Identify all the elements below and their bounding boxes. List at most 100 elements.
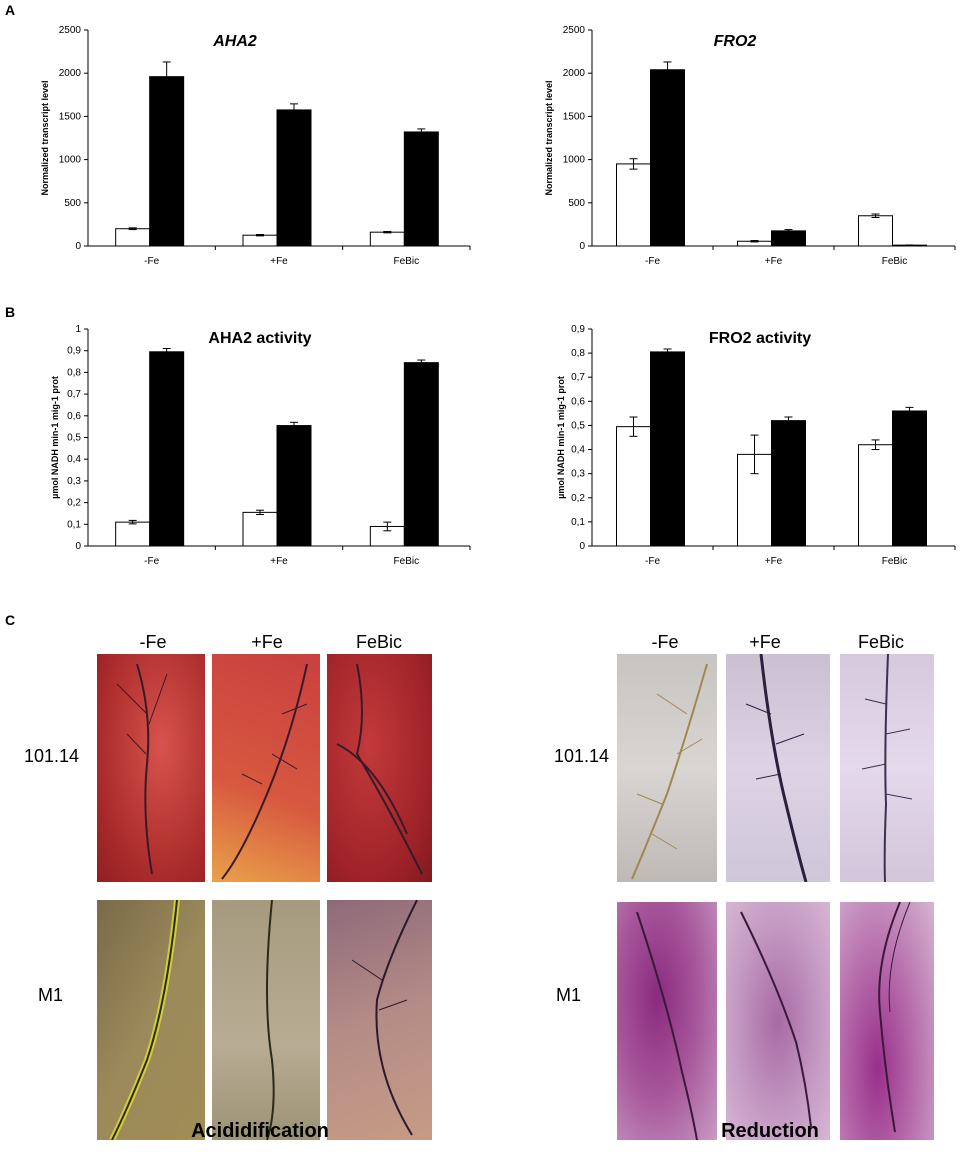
chart-title: FRO2 activity [709,330,811,347]
bar [771,230,806,247]
x-tick-label: FeBic [882,256,908,267]
y-tick-label: 0 [579,541,585,552]
y-tick-label: 500 [64,198,81,209]
photo-acid-m1-fe-minus [97,900,205,1140]
x-tick-label: FeBic [882,556,908,567]
y-tick-label: 0,8 [571,348,585,359]
red-col-label-2: FeBic [857,632,904,652]
x-tick-label: +Fe [270,556,288,567]
bar [616,426,651,547]
photo-red-m1-fe-plus [726,902,830,1140]
y-axis-label: µmol NADH min-1 mig-1 prot [50,376,60,499]
bar [616,163,651,247]
y-tick-label: 0,1 [67,519,81,530]
red-col-label-1: +Fe [749,632,781,652]
photo-acid-m1-febic [327,900,432,1140]
bar [115,228,151,247]
y-tick-label: 0,5 [67,433,81,444]
x-tick-label: -Fe [144,256,159,267]
bar [650,69,685,247]
photo-acid-101-fe-plus [212,654,320,882]
bar [858,215,893,247]
y-tick-label: 0,9 [67,346,81,357]
y-tick-label: 0,6 [67,411,81,422]
chart-title: FRO2 [714,33,757,50]
photo-acid-101-fe-minus [97,654,205,882]
y-axis-label: Normalized transcript level [544,80,554,195]
bar [403,362,439,547]
panel-letter-c: C [5,612,16,628]
photo-red-101-fe-minus [617,654,717,882]
x-tick-label: +Fe [270,256,288,267]
y-tick-label: 0,4 [67,454,81,465]
bar [115,521,151,547]
chart-2: 0 0,1 0,2 0,3 0,4 0,5 0,6 0,7 0,8 0,9 1 -Fe +Fe FeBic… [50,324,471,567]
y-tick-label: 0,8 [67,367,81,378]
x-tick-label: FeBic [394,256,420,267]
chart-1: 0 500 1000 1500 2000 2500 -Fe +Fe FeBic FRO2 Norma… [544,25,956,267]
photo-red-101-febic [840,654,934,882]
photo-acid-101-febic [327,654,432,882]
y-tick-label: 0,2 [67,498,81,509]
chart-3: 0 0,1 0,2 0,3 0,4 0,5 0,6 0,7 0,8 0,9 -Fe +Fe FeBic F… [556,324,956,567]
y-tick-label: 500 [568,198,585,209]
bar [650,351,685,547]
bar [242,511,278,547]
photo-panel: -Fe +Fe FeBic -Fe +Fe FeBic 101.14 M1 10… [0,600,964,1154]
y-tick-label: 0 [75,541,81,552]
x-tick-label: -Fe [144,556,159,567]
x-tick-label: -Fe [645,256,660,267]
y-tick-label: 0,7 [571,372,585,383]
y-tick-label: 0,5 [571,420,585,431]
y-tick-label: 0,3 [571,469,585,480]
y-tick-label: 2500 [563,25,586,36]
y-tick-label: 2000 [563,68,586,79]
x-tick-label: +Fe [765,256,783,267]
y-tick-label: 2500 [59,25,82,36]
y-tick-label: 1500 [563,111,586,122]
panel-letter-b: B [5,304,16,320]
y-tick-label: 0,1 [571,517,585,528]
bar [403,131,439,247]
y-tick-label: 0,9 [571,324,585,335]
chart-title: AHA2 [212,33,257,50]
acid-col-label-1: +Fe [251,632,283,652]
x-tick-label: +Fe [765,556,783,567]
y-tick-label: 0 [75,241,81,252]
y-axis-label: µmol NADH min-1 mig-1 prot [556,376,566,499]
y-tick-label: 0,2 [571,493,585,504]
acid-col-label-2: FeBic [355,632,402,652]
photo-red-m1-fe-minus [617,902,717,1140]
y-tick-label: 2000 [59,68,82,79]
x-tick-label: -Fe [645,556,660,567]
acid-col-label-0: -Fe [139,632,167,652]
y-tick-label: 0 [579,241,585,252]
y-tick-label: 1500 [59,111,82,122]
bar [771,420,806,547]
bar [149,351,185,547]
bar [892,410,927,547]
red-row-label-1: M1 [556,985,582,1005]
bar [242,234,278,247]
x-tick-label: FeBic [394,556,420,567]
panel-letter-a: A [5,2,16,18]
photo-acid-m1-fe-plus [212,900,320,1140]
chart-title: AHA2 activity [208,330,311,347]
y-tick-label: 0,6 [571,396,585,407]
y-tick-label: 0,3 [67,476,81,487]
photo-red-m1-febic [840,902,934,1140]
y-tick-label: 1 [75,324,81,335]
chart-0: 0 500 1000 1500 2000 2500 -Fe +Fe FeBic AHA2 Norma… [40,25,471,267]
group-label-acidification: Acididification [191,1120,329,1142]
y-tick-label: 0,4 [571,445,585,456]
acid-row-label-1: M1 [38,985,64,1005]
group-label-reduction: Reduction [721,1120,819,1142]
bar [276,109,312,247]
bar [276,425,312,547]
y-tick-label: 1000 [59,155,82,166]
red-row-label-0: 101.14 [554,746,610,766]
bar [369,231,405,247]
bar [149,76,185,247]
acid-row-label-0: 101.14 [24,746,80,766]
